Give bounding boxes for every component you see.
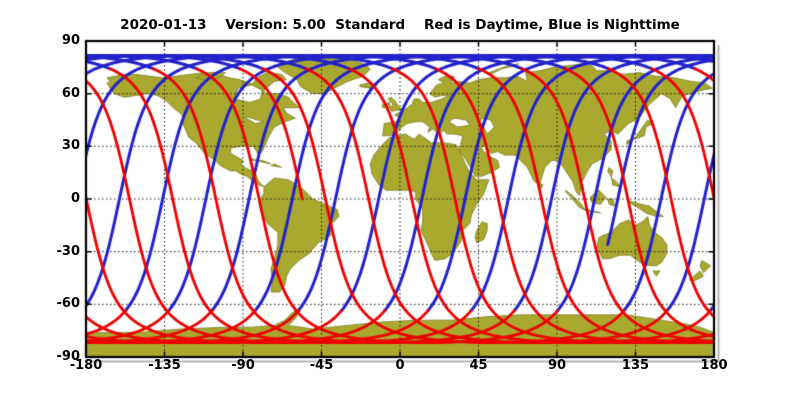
y-tick-label: 30 [61, 138, 80, 154]
x-tick-label: 135 [621, 358, 650, 373]
y-tick-label: -90 [56, 349, 81, 364]
y-tick-label: 0 [70, 191, 80, 206]
y-tick-label: -30 [56, 243, 81, 259]
chart-title: 2020-01-13 Version: 5.00 Standard Red is… [120, 17, 680, 33]
x-tick-label: 0 [395, 358, 405, 373]
x-tick-label: -180 [69, 358, 103, 373]
y-tick-label: -60 [56, 296, 81, 312]
y-tick-label: 90 [61, 33, 80, 48]
x-tick-label: -45 [309, 358, 334, 373]
x-tick-label: -135 [148, 358, 181, 373]
x-tick-label: 90 [547, 358, 567, 373]
x-tick-label: -90 [231, 358, 255, 373]
x-tick-label: 180 [700, 358, 728, 373]
y-tick-label: 60 [61, 85, 80, 101]
x-tick-label: 45 [469, 358, 488, 373]
